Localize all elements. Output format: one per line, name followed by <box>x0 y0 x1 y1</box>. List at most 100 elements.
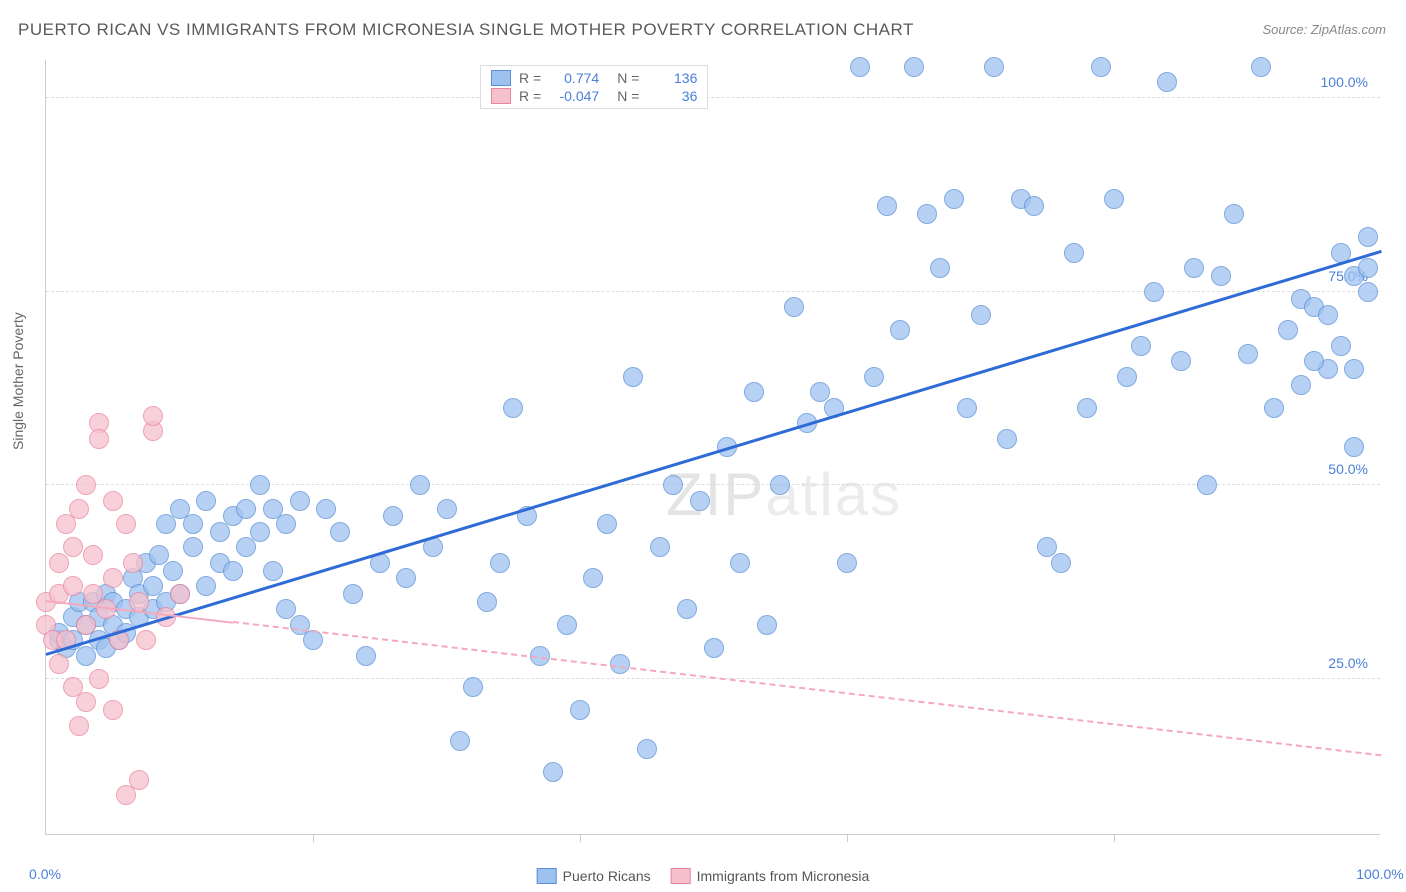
x-tick-mark <box>313 834 314 842</box>
data-point <box>543 762 563 782</box>
data-point <box>410 475 430 495</box>
watermark-zip: ZIP <box>666 461 765 528</box>
correlation-legend: R =0.774N =136R =-0.047N =36 <box>480 65 708 109</box>
legend-item: Immigrants from Micronesia <box>671 868 870 884</box>
data-point <box>196 576 216 596</box>
data-point <box>76 475 96 495</box>
legend-r-value: -0.047 <box>549 88 599 104</box>
data-point <box>63 537 83 557</box>
data-point <box>770 475 790 495</box>
data-point <box>1344 359 1364 379</box>
data-point <box>1344 437 1364 457</box>
data-point <box>784 297 804 317</box>
gridline-h <box>46 291 1380 292</box>
data-point <box>1051 553 1071 573</box>
x-tick-mark <box>847 834 848 842</box>
x-tick-label: 0.0% <box>29 866 61 882</box>
data-point <box>56 514 76 534</box>
data-point <box>1077 398 1097 418</box>
data-point <box>503 398 523 418</box>
data-point <box>1131 336 1151 356</box>
legend-item: Puerto Ricans <box>537 868 651 884</box>
data-point <box>477 592 497 612</box>
data-point <box>463 677 483 697</box>
source-label: Source: ZipAtlas.com <box>1262 22 1386 37</box>
data-point <box>610 654 630 674</box>
y-tick-label: 25.0% <box>1328 655 1368 671</box>
x-tick-label: 100.0% <box>1356 866 1403 882</box>
data-point <box>1278 320 1298 340</box>
data-point <box>129 770 149 790</box>
data-point <box>303 630 323 650</box>
data-point <box>1171 351 1191 371</box>
data-point <box>136 630 156 650</box>
gridline-h <box>46 97 1380 98</box>
data-point <box>1224 204 1244 224</box>
y-tick-label: 50.0% <box>1328 461 1368 477</box>
data-point <box>170 584 190 604</box>
legend-n-label: N = <box>617 88 639 104</box>
data-point <box>437 499 457 519</box>
data-point <box>69 499 89 519</box>
gridline-h <box>46 484 1380 485</box>
data-point <box>356 646 376 666</box>
data-point <box>917 204 937 224</box>
data-point <box>1157 72 1177 92</box>
legend-n-label: N = <box>617 70 639 86</box>
data-point <box>263 561 283 581</box>
data-point <box>103 568 123 588</box>
data-point <box>49 553 69 573</box>
series-legend: Puerto Ricans Immigrants from Micronesia <box>537 868 870 884</box>
watermark-atlas: atlas <box>765 461 902 528</box>
data-point <box>76 692 96 712</box>
data-point <box>957 398 977 418</box>
data-point <box>250 522 270 542</box>
data-point <box>837 553 857 573</box>
data-point <box>930 258 950 278</box>
data-point <box>677 599 697 619</box>
data-point <box>63 576 83 596</box>
data-point <box>290 491 310 511</box>
data-point <box>450 731 470 751</box>
data-point <box>223 561 243 581</box>
data-point <box>103 700 123 720</box>
chart-container: PUERTO RICAN VS IMMIGRANTS FROM MICRONES… <box>0 0 1406 892</box>
data-point <box>196 491 216 511</box>
legend-series-name: Immigrants from Micronesia <box>697 868 870 884</box>
data-point <box>890 320 910 340</box>
data-point <box>744 382 764 402</box>
data-point <box>1144 282 1164 302</box>
data-point <box>704 638 724 658</box>
data-point <box>1358 282 1378 302</box>
data-point <box>1211 266 1231 286</box>
data-point <box>89 669 109 689</box>
data-point <box>210 522 230 542</box>
data-point <box>76 615 96 635</box>
data-point <box>1104 189 1124 209</box>
data-point <box>1197 475 1217 495</box>
legend-row: R =-0.047N =36 <box>491 87 697 105</box>
data-point <box>83 545 103 565</box>
data-point <box>143 406 163 426</box>
data-point <box>1064 243 1084 263</box>
data-point <box>944 189 964 209</box>
data-point <box>156 514 176 534</box>
data-point <box>116 514 136 534</box>
data-point <box>123 553 143 573</box>
data-point <box>904 57 924 77</box>
legend-n-value: 36 <box>647 88 697 104</box>
data-point <box>1358 258 1378 278</box>
data-point <box>1091 57 1111 77</box>
data-point <box>984 57 1004 77</box>
data-point <box>1318 305 1338 325</box>
data-point <box>330 522 350 542</box>
legend-r-value: 0.774 <box>549 70 599 86</box>
data-point <box>663 475 683 495</box>
trend-line <box>46 250 1382 656</box>
data-point <box>343 584 363 604</box>
trend-line <box>233 621 1381 756</box>
data-point <box>1117 367 1137 387</box>
legend-series-name: Puerto Ricans <box>563 868 651 884</box>
data-point <box>103 491 123 511</box>
legend-n-value: 136 <box>647 70 697 86</box>
